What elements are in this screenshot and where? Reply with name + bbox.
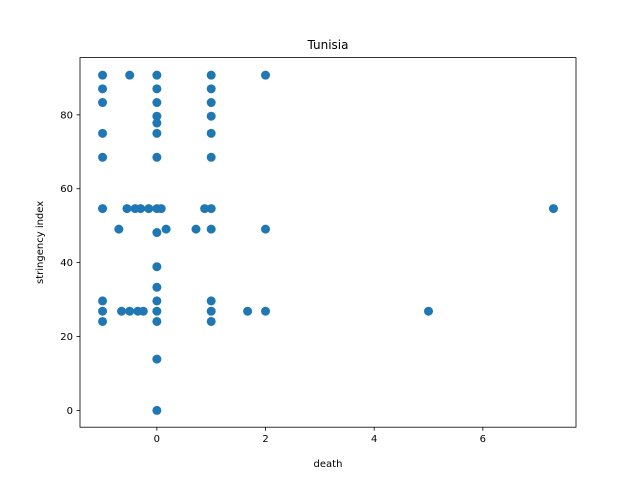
data-point [98, 316, 108, 326]
x-tick-label: 2 [262, 434, 268, 445]
data-point [152, 84, 162, 94]
data-point [152, 98, 162, 108]
data-point [191, 224, 201, 234]
data-point [206, 98, 216, 108]
data-point [117, 306, 127, 316]
data-point [206, 152, 216, 162]
data-point [152, 152, 162, 162]
data-point [548, 204, 558, 214]
data-point [152, 282, 162, 292]
data-point [206, 128, 216, 138]
data-point [152, 118, 162, 128]
plot-area [98, 70, 558, 415]
data-point [206, 306, 216, 316]
data-point [122, 204, 132, 214]
data-point [206, 111, 216, 121]
data-point [98, 98, 108, 108]
data-point [98, 70, 108, 80]
data-point [206, 224, 216, 234]
y-tick-label: 40 [60, 258, 73, 269]
data-point [98, 306, 108, 316]
y-axis-label: stringency index [35, 201, 46, 284]
data-point [152, 405, 162, 415]
data-point [152, 128, 162, 138]
data-point [114, 224, 124, 234]
data-point [156, 204, 166, 214]
data-point [136, 204, 146, 214]
data-point [152, 316, 162, 326]
data-point [200, 204, 210, 214]
data-point [125, 306, 135, 316]
data-point [424, 306, 434, 316]
data-point [144, 204, 154, 214]
y-tick-label: 20 [60, 332, 73, 343]
x-tick-label: 6 [480, 434, 486, 445]
data-point [98, 128, 108, 138]
data-point [152, 111, 162, 121]
data-point [152, 306, 162, 316]
data-point [206, 84, 216, 94]
data-point [98, 204, 108, 214]
data-point [161, 224, 171, 234]
data-point [138, 306, 148, 316]
y-tick-label: 0 [67, 406, 73, 417]
chart-title: Tunisia [307, 38, 349, 52]
data-point [125, 70, 135, 80]
x-axis-label: death [314, 459, 343, 470]
data-point [206, 204, 216, 214]
x-tick-label: 0 [154, 434, 160, 445]
x-tick-label: 4 [371, 434, 377, 445]
data-point [261, 70, 271, 80]
data-point [152, 262, 162, 272]
data-point [261, 224, 271, 234]
y-tick-label: 60 [60, 184, 73, 195]
data-point [152, 228, 162, 238]
data-point [98, 152, 108, 162]
data-point [206, 70, 216, 80]
data-point [152, 296, 162, 306]
data-point [261, 306, 271, 316]
data-point [98, 296, 108, 306]
data-point [243, 306, 253, 316]
data-point [152, 354, 162, 364]
data-point [206, 296, 216, 306]
data-point [98, 84, 108, 94]
data-point [206, 316, 216, 326]
y-tick-label: 80 [60, 110, 73, 121]
data-point [152, 70, 162, 80]
axes-frame [79, 57, 577, 428]
